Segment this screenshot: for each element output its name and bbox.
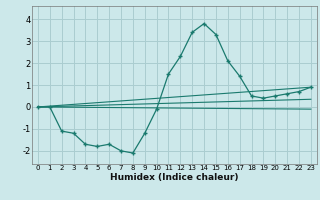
- X-axis label: Humidex (Indice chaleur): Humidex (Indice chaleur): [110, 173, 239, 182]
